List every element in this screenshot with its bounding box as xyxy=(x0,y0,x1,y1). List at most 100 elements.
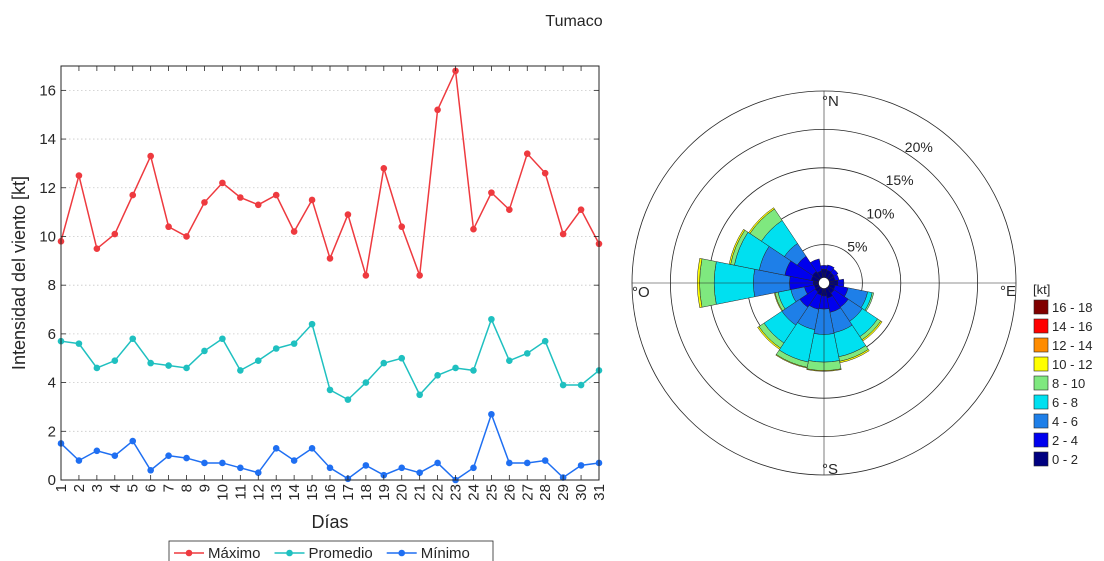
legend-swatch xyxy=(1033,299,1049,315)
data-point xyxy=(577,206,585,213)
legend-marker xyxy=(398,549,406,557)
legend-label: Promedio xyxy=(309,545,373,561)
line-chart-legend: Máximo Promedio Mínimo xyxy=(168,540,494,561)
sector-segment xyxy=(748,207,775,234)
y-tick-label: 0 xyxy=(48,472,56,489)
data-point xyxy=(272,345,280,352)
series-2 xyxy=(57,410,603,484)
data-point xyxy=(219,335,226,343)
x-tick-label: 13 xyxy=(268,484,285,501)
legend-swatch xyxy=(1033,356,1049,372)
legend-label: 4 - 6 xyxy=(1052,414,1078,429)
sector-segment xyxy=(775,354,808,369)
series-0 xyxy=(57,67,603,279)
x-tick-label: 8 xyxy=(179,484,196,492)
sector-segment xyxy=(697,257,703,309)
data-point xyxy=(523,150,531,157)
data-point xyxy=(75,457,83,464)
data-point xyxy=(219,459,226,467)
data-point xyxy=(129,437,137,445)
data-point xyxy=(541,337,549,345)
wind-rose-legend: [kt] 16 - 18 14 - 16 12 - 14 10 - 12 8 - 10 6… xyxy=(1033,282,1092,467)
sector xyxy=(757,282,825,350)
wind-rose: °N °E °S °O 5% 10% 15% 20% [kt] 16 - 18 14 -… xyxy=(631,90,1092,478)
data-point xyxy=(344,396,352,403)
data-point xyxy=(111,357,119,364)
y-tick-label: 8 xyxy=(48,277,56,294)
data-point xyxy=(129,335,137,343)
sector xyxy=(728,228,825,284)
data-point xyxy=(506,357,513,364)
data-point xyxy=(344,211,352,218)
data-point xyxy=(398,223,406,231)
data-point xyxy=(506,206,513,213)
series-1 xyxy=(57,315,603,403)
radial-label: 20% xyxy=(905,139,933,155)
data-point xyxy=(416,391,423,399)
data-point xyxy=(541,457,549,464)
x-tick-label: 14 xyxy=(286,484,303,501)
data-point xyxy=(416,272,423,279)
data-point xyxy=(111,230,119,238)
wind-rose-center xyxy=(818,277,830,289)
data-point xyxy=(237,464,244,472)
legend-swatch xyxy=(1033,413,1049,429)
data-point xyxy=(434,371,441,379)
x-tick-label: 19 xyxy=(376,484,393,501)
x-tick-label: 27 xyxy=(519,484,536,501)
y-tick-label: 14 xyxy=(39,131,56,148)
x-tick-label: 12 xyxy=(250,484,267,501)
x-tick-label: 18 xyxy=(358,484,375,501)
data-point xyxy=(93,364,101,372)
data-point xyxy=(147,152,154,160)
data-point xyxy=(488,189,495,196)
data-point xyxy=(326,386,334,394)
x-axis-ticks: 1 2 3 4 5 6 7 8 9 10 11 12 13 14 15 16 17 18 19 20 21 22 23 24 2… xyxy=(53,66,608,501)
data-point xyxy=(523,459,531,467)
data-point xyxy=(290,228,298,235)
direction-label-east: °E xyxy=(1000,283,1016,300)
y-tick-label: 6 xyxy=(48,326,56,343)
line-chart-series xyxy=(57,67,603,484)
x-tick-label: 31 xyxy=(591,484,608,501)
data-point xyxy=(254,201,262,209)
data-point xyxy=(201,347,208,355)
legend-label: 14 - 16 xyxy=(1052,319,1092,334)
x-tick-label: 2 xyxy=(71,484,88,492)
x-tick-label: 1 xyxy=(53,484,70,492)
data-point xyxy=(559,381,567,389)
data-point xyxy=(201,199,208,206)
legend-swatch xyxy=(1033,432,1049,448)
legend-label: 16 - 18 xyxy=(1052,300,1092,315)
sector xyxy=(823,282,883,342)
data-point xyxy=(398,354,406,362)
legend-swatch xyxy=(1033,375,1049,391)
data-point xyxy=(434,106,441,114)
y-axis-label: Intensidad del viento [kt] xyxy=(9,176,29,370)
legend-label: Máximo xyxy=(208,545,261,561)
direction-label-west: °O xyxy=(632,284,650,301)
data-point xyxy=(380,164,388,172)
x-tick-label: 11 xyxy=(232,484,249,500)
data-point xyxy=(290,340,298,347)
data-point xyxy=(75,172,83,179)
legend-title: [kt] xyxy=(1033,282,1050,297)
data-point xyxy=(470,225,477,233)
x-tick-label: 3 xyxy=(89,484,106,492)
data-point xyxy=(183,454,190,462)
legend-label: 12 - 14 xyxy=(1052,338,1092,353)
data-point xyxy=(272,445,280,452)
x-tick-label: 25 xyxy=(483,484,500,501)
sector-segment xyxy=(806,368,842,372)
x-tick-label: 17 xyxy=(340,484,357,501)
y-tick-label: 12 xyxy=(39,180,56,197)
data-point xyxy=(470,464,477,472)
data-point xyxy=(506,459,513,467)
data-point xyxy=(488,410,495,418)
legend-marker xyxy=(286,549,293,557)
line-chart-grid xyxy=(61,89,599,481)
x-tick-label: 24 xyxy=(465,484,482,501)
